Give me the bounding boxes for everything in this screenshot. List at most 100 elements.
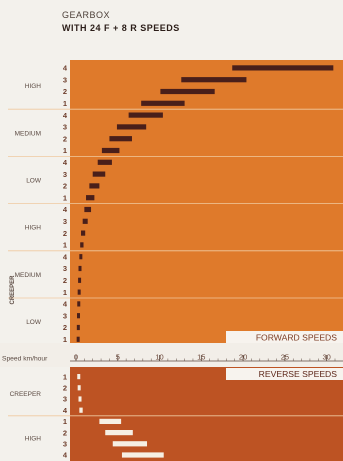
reverse-gear-number: 3 [63,395,67,404]
axis-strip [0,343,343,367]
x-axis-tick-label: 25 [281,353,289,362]
forward-gear-box [61,298,69,309]
forward-gear-number: 3 [63,123,67,132]
forward-gear-number: 1 [63,241,67,250]
forward-gear-box [61,121,69,132]
reverse-speed-bar [79,407,83,413]
reverse-gear-number: 2 [63,384,67,393]
forward-gear-box [61,263,69,274]
x-axis-tick-label: 15 [197,353,205,362]
forward-speed-bar [86,195,95,201]
reverse-gear-box [61,450,69,460]
reverse-speed-bar [121,452,164,458]
forward-speed-bar [84,206,92,213]
forward-panel [70,60,343,343]
forward-range-label: LOW [26,178,42,185]
forward-speed-bar [141,100,185,106]
forward-gear-box [61,169,69,180]
forward-speeds-label: FORWARD SPEEDS [256,333,337,343]
x-axis-tick-label: 30 [322,353,330,362]
forward-speed-bar [77,289,81,295]
forward-gear-box [61,157,69,168]
reverse-speed-bar [78,396,82,402]
forward-range-label: HIGH [25,83,42,90]
forward-range-label: MEDIUM [15,130,41,137]
reverse-speed-bar [112,441,148,447]
forward-gear-box [61,239,69,250]
forward-speed-bar [80,242,84,248]
forward-gear-box [61,228,69,239]
reverse-speeds-label-box [226,368,343,380]
forward-gear-box [61,322,69,333]
reverse-speeds-label: REVERSE SPEEDS [259,369,338,379]
forward-gear-box [61,180,69,191]
forward-speed-bar [81,230,86,236]
reverse-gear-number: 1 [63,417,67,426]
chart-title-line-2: WITH 24 F + 8 R SPEEDS [62,23,180,33]
forward-speed-bar [181,77,247,83]
forward-gear-box [61,334,69,345]
forward-gear-box [61,62,69,73]
forward-gear-box [61,216,69,227]
forward-speed-bar [128,112,163,118]
forward-speed-bar [78,265,82,272]
reverse-panel [70,367,343,461]
forward-gear-box [61,133,69,144]
x-axis-tick-label: 5 [116,353,120,362]
forward-speed-bar [109,136,132,142]
forward-gear-number: 3 [63,75,67,84]
forward-gear-number: 1 [63,335,67,344]
forward-speed-bar [79,254,83,260]
forward-gear-number: 2 [63,134,67,143]
forward-range-label: HIGH [25,225,42,232]
forward-speed-bar [160,88,215,95]
forward-speed-bar [78,277,82,283]
forward-range-label: MEDIUM [15,272,41,279]
forward-gear-box [61,86,69,97]
forward-gear-number: 4 [63,158,68,167]
forward-gear-number: 4 [63,111,68,120]
forward-gear-box [61,192,69,203]
reverse-gear-number: 4 [63,406,68,415]
reverse-speed-bar [77,385,81,391]
reverse-gear-number: 1 [63,372,67,381]
reverse-speed-bar [99,418,122,424]
creeper-group-label: CREEPER [10,275,16,305]
forward-gear-number: 2 [63,276,67,285]
x-axis-tick-label: 10 [155,353,163,362]
forward-gear-number: 3 [63,217,67,226]
reverse-range-label: HIGH [25,436,42,443]
chart-title-line-1: GEARBOX [62,10,111,20]
reverse-gear-number: 4 [63,451,68,460]
reverse-gear-number: 3 [63,440,67,449]
forward-gear-box [61,74,69,85]
forward-speeds-label-box [226,331,343,343]
reverse-gear-box [61,427,69,438]
forward-speed-bar [232,65,334,71]
forward-speed-bar [116,124,147,130]
reverse-gear-number: 2 [63,428,67,437]
forward-speed-bar [92,171,106,177]
reverse-range-label: CREEPER [10,391,42,398]
forward-gear-number: 4 [63,252,68,261]
forward-speed-bar [82,218,88,224]
reverse-gear-box [61,383,69,393]
forward-speed-bar [77,313,81,319]
forward-gear-box [61,204,69,215]
forward-gear-number: 4 [63,64,68,73]
reverse-gear-box [61,439,69,449]
reverse-gear-box [61,416,69,427]
reverse-gear-box [61,405,69,415]
forward-speed-bar [77,301,81,307]
forward-speed-bar [89,183,100,189]
reverse-speed-bar [77,374,81,380]
forward-gear-box [61,145,69,156]
forward-range-label: LOW [26,319,42,326]
forward-gear-number: 2 [63,182,67,191]
reverse-gear-box [61,394,69,404]
forward-gear-box [61,110,69,121]
forward-speed-bar [97,159,112,165]
forward-gear-number: 3 [63,311,67,320]
